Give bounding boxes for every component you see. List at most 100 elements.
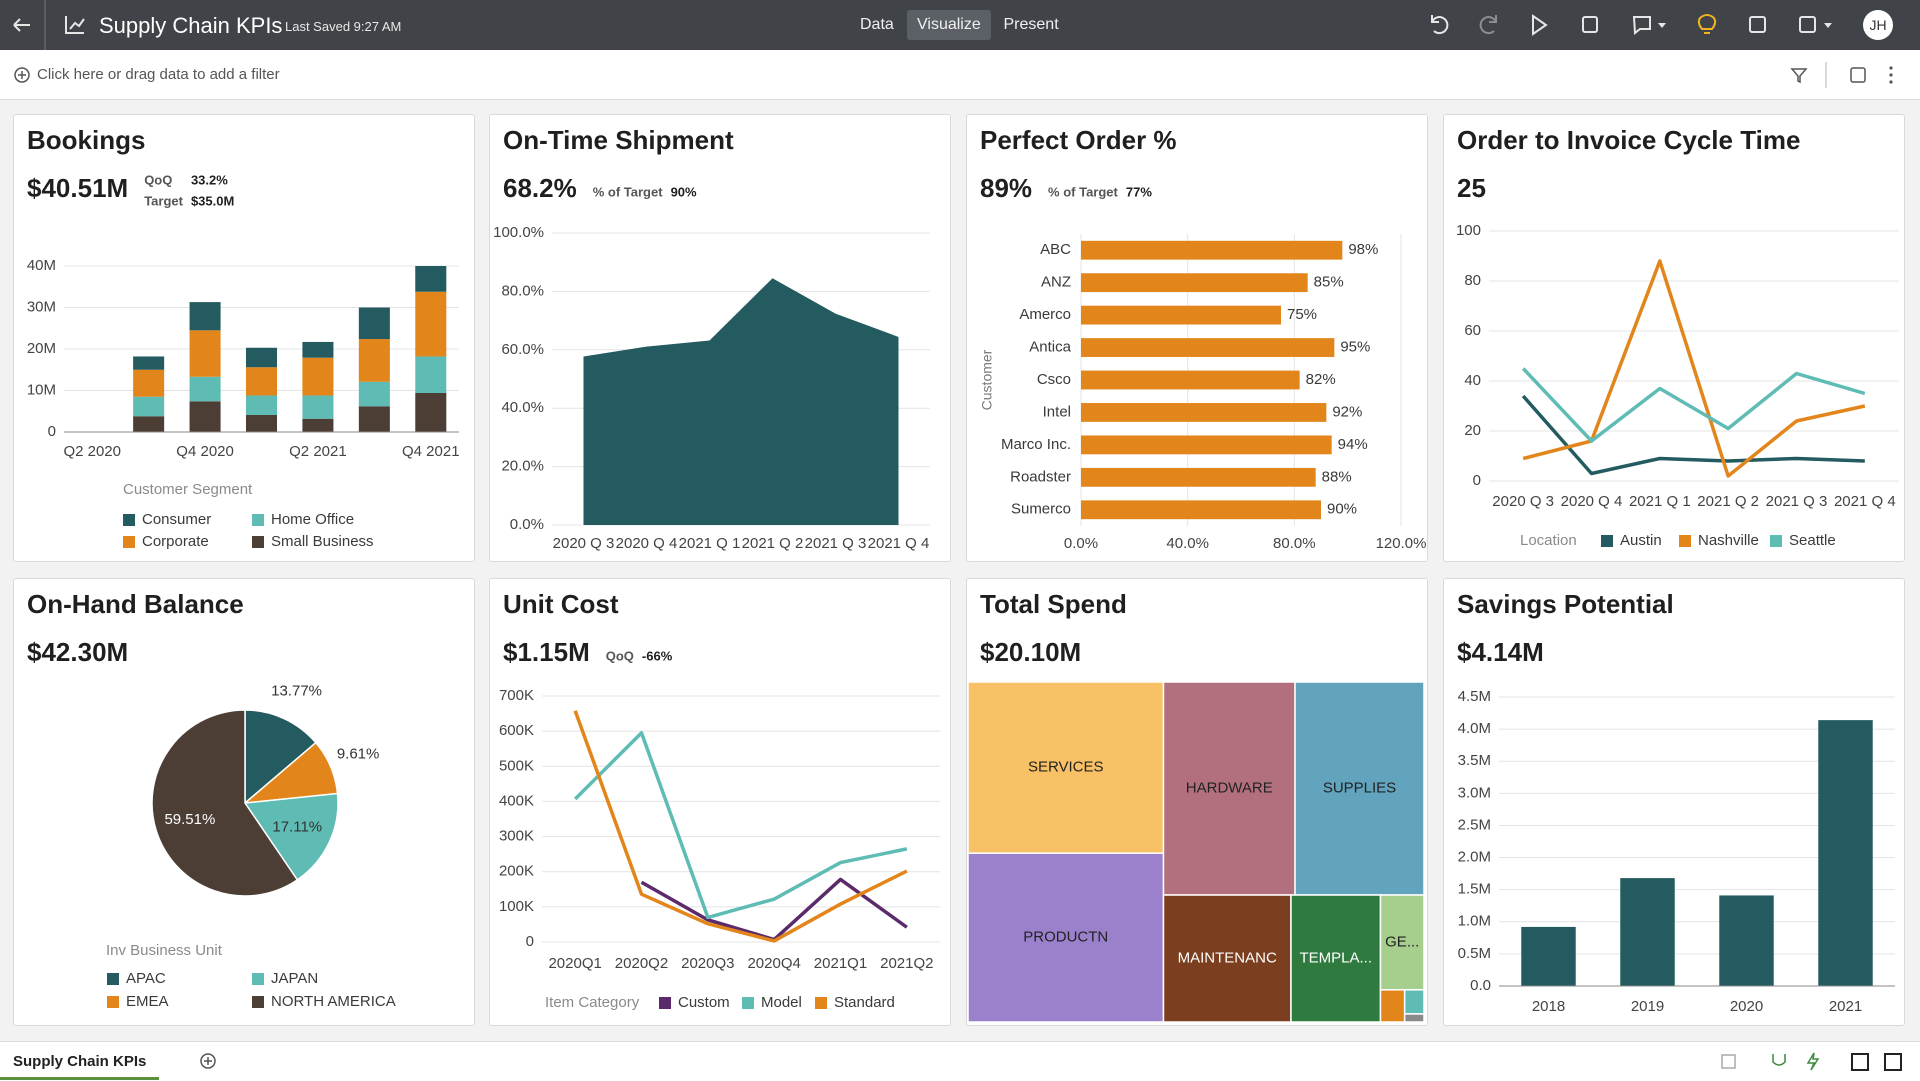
value-label: 90% bbox=[1327, 501, 1357, 518]
filter-icons bbox=[14, 62, 1893, 88]
x-tick-label: Q4 2021 bbox=[402, 443, 460, 460]
legend-label: Model bbox=[761, 994, 802, 1011]
back-button[interactable] bbox=[13, 18, 30, 32]
slice-label: 13.77% bbox=[271, 682, 322, 699]
bar-segment bbox=[415, 291, 447, 357]
x-tick-label: 2021 bbox=[1829, 998, 1862, 1015]
tile: Bookings $40.51M QoQ Target 33.2% $35.0M 0 10M 2… bbox=[13, 114, 475, 562]
y-tick-label: 40M bbox=[27, 257, 56, 274]
y-tick-label: 3.0M bbox=[1458, 784, 1491, 801]
legend-title: Inv Business Unit bbox=[106, 942, 223, 959]
y-tick-label: 20 bbox=[1464, 422, 1481, 439]
bar bbox=[1081, 435, 1332, 455]
bar-segment bbox=[189, 302, 221, 331]
legend-label: EMEA bbox=[126, 993, 169, 1010]
kpi-stat-label: QoQ bbox=[606, 648, 634, 663]
add-filter-icon[interactable] bbox=[14, 67, 30, 83]
legend-swatch bbox=[659, 997, 671, 1009]
legend-label: APAC bbox=[126, 970, 166, 987]
legend-swatch bbox=[252, 514, 264, 526]
avatar[interactable] bbox=[1863, 10, 1893, 40]
comment-icon[interactable] bbox=[1632, 16, 1651, 35]
tile-chart: Total Spend $20.10M SERVICES PRODUCTN HARDWA… bbox=[967, 589, 1425, 1023]
bar-segment bbox=[133, 416, 165, 432]
slice-label: 9.61% bbox=[337, 746, 380, 763]
legend-swatch bbox=[123, 514, 135, 526]
y-tick-label: 200K bbox=[499, 863, 534, 880]
mode-tab[interactable]: Visualize bbox=[907, 10, 991, 40]
tile-chart: Bookings $40.51M QoQ Target 33.2% $35.0M 0 10M 2… bbox=[27, 125, 460, 550]
redo-icon[interactable] bbox=[1479, 15, 1497, 35]
bar-segment bbox=[133, 396, 165, 417]
value-label: 98% bbox=[1348, 241, 1378, 258]
area bbox=[583, 278, 899, 525]
tile-title: On-Hand Balance bbox=[27, 589, 244, 619]
canvas-tab[interactable]: Supply Chain KPIs bbox=[13, 1053, 147, 1070]
legend-label: Seattle bbox=[1789, 532, 1836, 549]
legend-label: Austin bbox=[1620, 532, 1662, 549]
mode-tab[interactable]: Present bbox=[1003, 16, 1059, 33]
bar bbox=[1081, 467, 1316, 487]
add-canvas-icon[interactable] bbox=[200, 1053, 216, 1069]
y-tick-label: 0.0 bbox=[1470, 977, 1491, 994]
bar bbox=[1081, 338, 1335, 357]
treemap-label: TEMPLA... bbox=[1299, 949, 1372, 966]
tile: Savings Potential $4.14M 0.0 0.5M 1.0M 1.5M 2.… bbox=[1443, 578, 1905, 1026]
x-tick-label: 2018 bbox=[1532, 998, 1565, 1015]
tile-title: Order to Invoice Cycle Time bbox=[1457, 125, 1800, 155]
last-saved: Last Saved 9:27 AM bbox=[285, 19, 402, 34]
x-tick-label: 120.0% bbox=[1376, 535, 1427, 552]
bar-segment bbox=[245, 367, 278, 396]
y-tick-label: 3.5M bbox=[1458, 752, 1491, 769]
play-icon[interactable] bbox=[1532, 14, 1548, 36]
x-tick-label: Q4 2020 bbox=[176, 443, 234, 460]
bar bbox=[1081, 370, 1300, 390]
settings-icon[interactable] bbox=[1850, 67, 1866, 83]
export-icon[interactable] bbox=[1749, 16, 1766, 33]
filter-bar[interactable]: Click here or drag data to add a filter bbox=[0, 50, 1920, 100]
y-tick-label: Roadster bbox=[1010, 468, 1071, 485]
layout-icon[interactable] bbox=[1721, 1054, 1736, 1069]
kpi-stat-value: 33.2% bbox=[191, 172, 228, 187]
data-icon[interactable] bbox=[1582, 16, 1598, 33]
x-tick-label: 2021 Q 4 bbox=[868, 535, 930, 552]
bar bbox=[1081, 273, 1308, 293]
brush-icon[interactable] bbox=[1772, 1054, 1786, 1066]
bar bbox=[1620, 878, 1675, 986]
legend-label: Home Office bbox=[271, 511, 354, 528]
bar-segment bbox=[302, 357, 334, 396]
tile-chart: Order to Invoice Cycle Time 25 0 20 40 60 80 10… bbox=[1456, 125, 1899, 549]
y-tick-label: ABC bbox=[1040, 241, 1071, 258]
treemap-cell bbox=[1290, 894, 1382, 1023]
value-label: 94% bbox=[1338, 436, 1368, 453]
treemap-cell bbox=[1162, 894, 1292, 1023]
legend-swatch bbox=[815, 997, 827, 1009]
tile: On-Hand Balance $42.30M 13.77% 9.61% 17.11% 5… bbox=[13, 578, 475, 1026]
lightning-icon[interactable] bbox=[1806, 1052, 1820, 1071]
kpi-stat-label: % of Target bbox=[1048, 184, 1118, 199]
bar-segment bbox=[415, 392, 447, 432]
legend-label: Consumer bbox=[142, 511, 211, 528]
y-tick-label: 600K bbox=[499, 722, 534, 739]
filter-toggle-icon[interactable] bbox=[1790, 68, 1808, 84]
filter-placeholder: Click here or drag data to add a filter bbox=[37, 66, 280, 83]
mode-tab[interactable]: Data bbox=[860, 16, 894, 33]
slice-label: 59.51% bbox=[164, 811, 215, 828]
save-icon[interactable] bbox=[1799, 16, 1816, 33]
panel-icon[interactable] bbox=[1851, 1053, 1869, 1071]
legend-title: Customer Segment bbox=[123, 481, 253, 498]
bar bbox=[1081, 305, 1281, 325]
legend-swatch bbox=[107, 973, 119, 985]
y-tick-label: Sumerco bbox=[1011, 501, 1071, 518]
panel-icon-2[interactable] bbox=[1884, 1053, 1902, 1071]
treemap-label: HARDWARE bbox=[1186, 779, 1273, 796]
kpi-stat-value: $35.0M bbox=[191, 193, 234, 208]
undo-icon[interactable] bbox=[1431, 15, 1449, 35]
insight-icon[interactable] bbox=[1697, 14, 1717, 34]
line bbox=[1521, 367, 1866, 443]
menu-icon[interactable] bbox=[1889, 66, 1893, 84]
tile-title: Perfect Order % bbox=[980, 125, 1177, 155]
y-tick-label: 20M bbox=[27, 340, 56, 357]
y-tick-label: 2.5M bbox=[1458, 816, 1491, 833]
tile-title: Savings Potential bbox=[1457, 589, 1674, 619]
